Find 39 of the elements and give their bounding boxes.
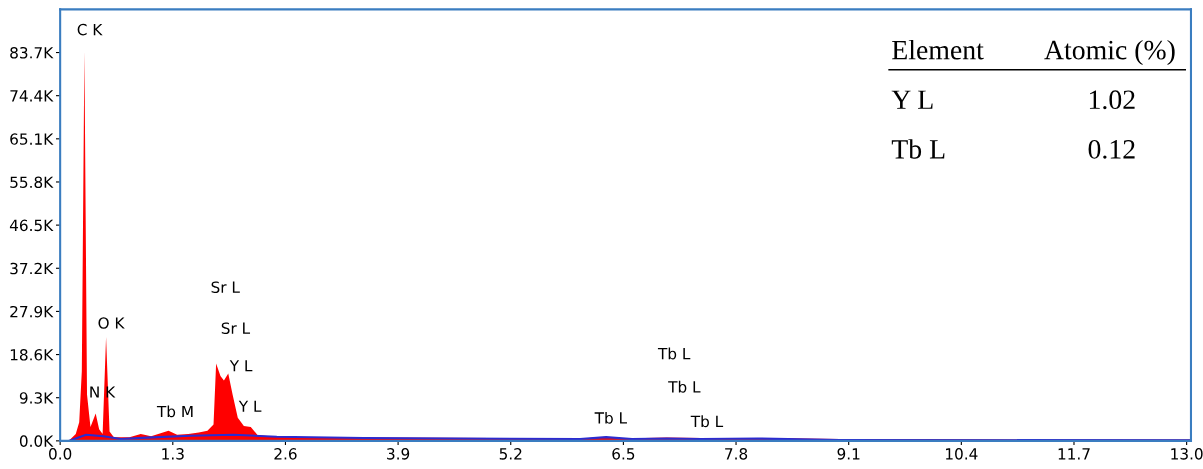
annotation: Element xyxy=(892,39,984,60)
annotation: Tb L xyxy=(690,415,724,428)
annotation: Tb L xyxy=(668,380,701,393)
y-tick-label: 0.0K xyxy=(19,435,54,447)
annotation: Y L xyxy=(891,90,933,109)
annotation: Sr L xyxy=(221,322,251,334)
x-tick-label: 3.9 xyxy=(387,448,410,460)
x-tick-label: 0.0 xyxy=(49,448,72,460)
y-tick-label: 74.4K xyxy=(10,90,54,102)
x-tick-label: 13.0 xyxy=(1171,448,1203,460)
line-series xyxy=(67,433,1191,441)
annotation: Tb M xyxy=(156,405,193,418)
annotation: 0.12 xyxy=(1088,139,1135,159)
y-tick-label: 9.3K xyxy=(19,392,54,404)
x-tick-label: 9.1 xyxy=(837,448,860,460)
annotation: Y L xyxy=(229,360,253,372)
annotation: C K xyxy=(77,23,103,36)
x-tick-label: 1.3 xyxy=(162,448,184,460)
x-tick-label: 6.5 xyxy=(612,448,635,460)
annotation: Sr L xyxy=(211,281,240,293)
y-tick-label: 65.1K xyxy=(10,133,54,145)
x-tick-label: 11.7 xyxy=(1058,448,1090,460)
annotation: Tb L xyxy=(891,139,945,159)
annotation: 1.02 xyxy=(1089,90,1135,110)
y-tick-label: 27.9K xyxy=(10,305,54,318)
x-tick-label: 7.8 xyxy=(725,448,748,460)
y-tick-label: 46.5K xyxy=(9,219,54,232)
y-tick-label: 55.8K xyxy=(10,176,54,188)
annotation: Atomic (%) xyxy=(1044,39,1175,66)
x-tick-label: 5.2 xyxy=(499,448,522,460)
annotation: O K xyxy=(98,317,125,329)
x-tick-label: 2.6 xyxy=(274,448,297,460)
y-tick-label: 83.7K xyxy=(10,46,54,59)
x-tick-label: 10.4 xyxy=(946,448,978,460)
y-tick-label: 18.6K xyxy=(10,349,54,361)
annotation: Tb L xyxy=(594,411,627,424)
annotation: Y L xyxy=(238,400,262,412)
y-tick-label: 37.2K xyxy=(10,262,54,275)
annotation: Tb L xyxy=(657,347,691,360)
